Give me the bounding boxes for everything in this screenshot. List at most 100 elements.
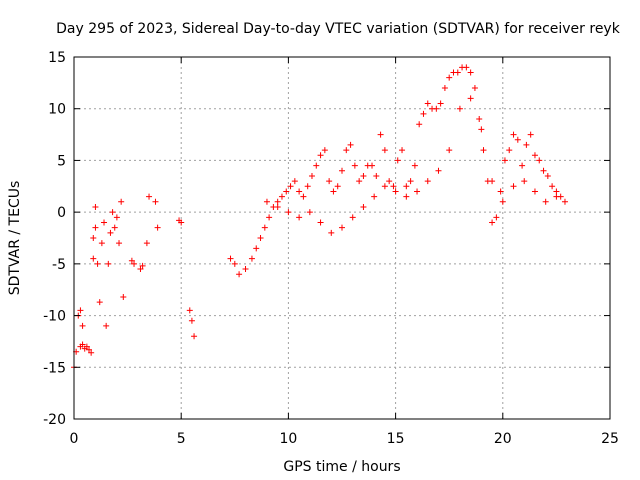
y-axis-label: SDTVAR / TECUs [7,181,23,296]
data-point [88,349,95,356]
data-point [291,178,298,185]
data-point [531,152,538,159]
data-point [86,346,93,353]
data-point [79,322,86,329]
y-tick-label: 0 [57,205,66,221]
data-point [356,178,363,185]
data-point [360,172,367,179]
data-point [497,188,504,195]
data-point [349,214,356,221]
data-point [339,224,345,231]
x-axis-label: GPS time / hours [283,459,400,475]
x-tick-label: 10 [279,431,297,447]
data-point [103,322,110,329]
data-point [143,240,150,247]
data-point [131,260,138,267]
data-point [306,209,313,216]
data-point [118,198,125,205]
data-point [227,255,234,262]
data-point [351,162,358,169]
data-point [296,214,303,221]
data-point [300,193,307,200]
data-point [521,178,528,185]
data-point [454,69,461,76]
data-point [437,100,444,107]
data-point [77,307,84,314]
data-point [544,172,551,179]
data-point [107,229,114,236]
data-point [478,126,485,133]
data-point [386,178,393,185]
data-point [188,317,195,324]
data-point [390,183,397,190]
data-point [536,157,543,164]
chart-title: Day 295 of 2023, Sidereal Day-to-day VTE… [56,21,621,37]
data-point [394,157,401,164]
data-point [476,116,483,123]
data-point [92,224,99,231]
data-point [317,219,324,226]
data-point [467,95,474,102]
data-point [510,183,517,190]
x-tick-label: 25 [601,431,619,447]
data-point [253,245,260,252]
data-point [308,172,315,179]
data-point [186,307,193,314]
data-point [154,224,161,231]
data-point [257,235,264,241]
data-point [489,178,496,185]
data-point [109,209,116,216]
data-point [274,203,281,210]
data-point [90,255,97,262]
y-tick-label: -20 [43,412,66,428]
data-point [79,341,86,348]
data-point [531,188,538,195]
data-point [407,178,414,185]
data-point [446,147,453,154]
data-point [191,333,198,340]
y-tick-label: 15 [48,50,66,66]
data-point [360,203,367,210]
data-point [403,193,410,200]
data-point [463,64,470,71]
data-point [381,147,388,154]
data-point [480,147,487,154]
data-point [111,224,118,231]
x-tick-label: 0 [70,431,79,447]
data-point [523,141,530,148]
data-point [514,136,521,143]
data-point [92,203,99,210]
y-tick-label: 10 [48,102,66,118]
data-point [373,172,380,179]
data-point [231,260,238,267]
data-point [326,178,333,185]
data-point [152,198,159,205]
data-point [116,240,123,247]
data-point [261,224,268,231]
data-point [381,183,388,190]
data-point [467,69,474,76]
y-tick-label: 5 [57,153,66,169]
data-point [287,183,294,190]
data-point [433,105,440,112]
data-point [424,100,431,107]
data-point [304,183,311,190]
data-point [371,193,378,200]
data-point [499,198,506,205]
data-point [377,131,384,138]
y-tick-label: -15 [43,360,66,376]
data-point [347,141,354,148]
data-point [403,183,410,190]
data-point [501,157,508,164]
data-point [128,257,135,264]
data-point [146,193,153,200]
data-point [553,188,560,195]
x-tick-label: 5 [177,431,186,447]
data-point [399,147,406,154]
x-tick-label: 15 [387,431,405,447]
data-point [411,162,418,169]
data-point [137,266,144,273]
data-point [519,162,526,169]
data-point [471,85,478,92]
